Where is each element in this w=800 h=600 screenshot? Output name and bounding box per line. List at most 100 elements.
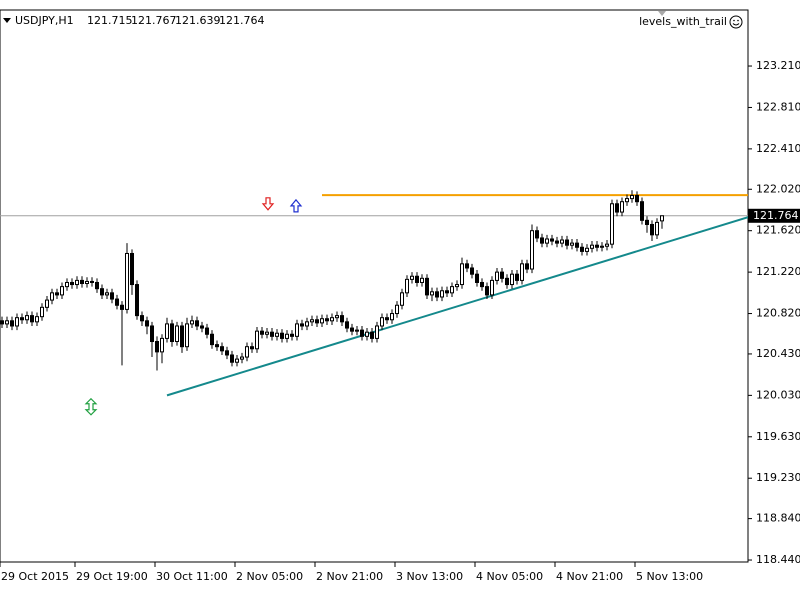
candle-body xyxy=(5,320,9,325)
candle-body xyxy=(530,230,534,270)
candle-body xyxy=(205,327,209,335)
candle-body xyxy=(430,291,434,296)
candle-body xyxy=(160,337,164,353)
ohlc-open: 121.715 xyxy=(87,14,133,27)
candle-body xyxy=(265,331,269,335)
candle-body xyxy=(130,252,134,286)
candle-body xyxy=(475,273,479,283)
candle-body xyxy=(605,243,609,247)
shift-marker xyxy=(658,11,666,16)
candle-body xyxy=(370,331,374,339)
candle-body xyxy=(520,263,524,281)
candle-body xyxy=(405,278,409,294)
candle-body xyxy=(80,279,84,285)
candle-body xyxy=(495,271,499,281)
signal-arrow xyxy=(289,198,303,213)
candle-body xyxy=(620,201,624,213)
y-tick-label: 118.440 xyxy=(756,553,800,566)
candle-body xyxy=(250,346,254,350)
candle-body xyxy=(10,320,14,327)
candle-body xyxy=(460,263,464,286)
candle-body xyxy=(330,317,334,322)
x-tick-label: 30 Oct 11:00 xyxy=(156,570,228,583)
candle-body xyxy=(260,330,264,335)
candle-body xyxy=(560,239,564,244)
y-tick-label: 120.430 xyxy=(756,347,800,360)
ohlc-high: 121.767 xyxy=(131,14,177,27)
candle-body xyxy=(565,239,569,246)
candle-body xyxy=(235,358,239,363)
x-tick-label: 2 Nov 21:00 xyxy=(316,570,383,583)
candle-body xyxy=(20,317,24,321)
candle-body xyxy=(375,325,379,339)
x-tick-label: 5 Nov 13:00 xyxy=(636,570,703,583)
candle-body xyxy=(85,280,89,285)
candle-body xyxy=(200,325,204,329)
symbol: USDJPY,H1 xyxy=(15,14,74,27)
candle-body xyxy=(480,281,484,288)
plot-area xyxy=(0,190,748,397)
y-tick-label: 122.810 xyxy=(756,100,800,113)
x-tick-label: 4 Nov 05:00 xyxy=(476,570,543,583)
candle-body xyxy=(415,275,419,283)
candle-body xyxy=(510,273,514,286)
candle-body xyxy=(90,280,94,283)
candle-body xyxy=(650,223,654,236)
candle-body xyxy=(280,332,284,339)
y-tick-label: 120.030 xyxy=(756,388,800,401)
candle-body xyxy=(325,318,329,322)
candle-body xyxy=(185,323,189,348)
candle-body xyxy=(275,332,279,337)
candle-body xyxy=(360,329,364,337)
candle-body xyxy=(420,277,424,283)
candle-body xyxy=(590,244,594,249)
candle-body xyxy=(230,354,234,363)
y-tick-label: 120.820 xyxy=(756,307,800,320)
y-tick-label: 122.020 xyxy=(756,182,800,195)
candle-body xyxy=(170,323,174,343)
candle-body xyxy=(65,281,69,288)
candle-body xyxy=(135,284,139,317)
y-tick-label: 118.840 xyxy=(756,512,800,525)
candle-body xyxy=(570,242,574,246)
candle-body xyxy=(455,284,459,288)
y-tick-label: 123.210 xyxy=(756,59,800,72)
candle-body xyxy=(610,203,614,245)
candle-body xyxy=(255,330,259,350)
candle-body xyxy=(125,252,129,310)
signal-arrow xyxy=(261,197,275,211)
candle-body xyxy=(175,325,179,343)
x-tick-label: 3 Nov 13:00 xyxy=(396,570,463,583)
candle-body xyxy=(550,238,554,242)
candle-body xyxy=(585,247,589,252)
candle-body xyxy=(395,304,399,315)
candle-body xyxy=(615,203,619,213)
candle-body xyxy=(445,290,449,294)
candle-body xyxy=(660,215,664,222)
candle-body xyxy=(390,313,394,321)
y-tick-label: 119.230 xyxy=(756,471,800,484)
candle-body xyxy=(320,318,324,324)
candle-body xyxy=(190,320,194,325)
y-tick-label: 121.620 xyxy=(756,224,800,237)
candle-body xyxy=(575,242,579,248)
candle-body xyxy=(290,333,294,337)
indicator-name: levels_with_trail xyxy=(639,15,727,28)
candle-body xyxy=(225,350,229,356)
candle-body xyxy=(400,292,404,306)
candle-body xyxy=(355,329,359,332)
candle-body xyxy=(240,356,244,360)
candle-body xyxy=(105,292,109,296)
candle-body xyxy=(75,279,79,286)
candle-body xyxy=(535,230,539,239)
y-tick-label: 122.410 xyxy=(756,142,800,155)
candle-body xyxy=(40,306,44,318)
candle-body xyxy=(300,323,304,327)
candle-body xyxy=(220,346,224,352)
candle-body xyxy=(505,277,509,286)
candle-body xyxy=(600,245,604,248)
candle-body xyxy=(525,263,529,270)
candle-body xyxy=(465,263,469,269)
x-tick-label: 2 Nov 05:00 xyxy=(236,570,303,583)
